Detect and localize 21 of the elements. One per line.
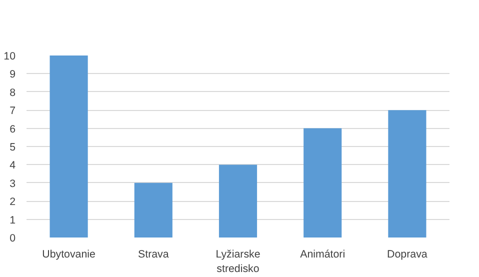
y-tick-label: 6 — [10, 123, 16, 136]
bar — [134, 182, 172, 238]
bar — [304, 128, 342, 238]
y-tick-label: 9 — [10, 68, 16, 81]
y-tick-label: 0 — [10, 232, 16, 244]
bar — [218, 164, 258, 238]
y-tick-label: 7 — [10, 105, 16, 118]
x-tick-label: Animátori — [300, 248, 346, 260]
x-tick-label: Doprava — [387, 248, 428, 260]
x-tick-label: Ubytovanie — [42, 248, 96, 260]
bar — [388, 110, 426, 238]
y-tick-label: 2 — [10, 196, 16, 208]
y-tick-label: 4 — [10, 160, 16, 172]
x-tick-label: Lyžiarske stredisko — [216, 248, 260, 275]
y-tick-label: 8 — [10, 86, 16, 99]
y-tick-label: 1 — [10, 214, 16, 226]
x-tick-label: Strava — [138, 248, 169, 260]
y-tick-label: 5 — [10, 142, 16, 154]
bar — [50, 56, 88, 238]
y-tick-label: 3 — [10, 178, 16, 190]
y-tick-label: 10 — [4, 50, 16, 62]
